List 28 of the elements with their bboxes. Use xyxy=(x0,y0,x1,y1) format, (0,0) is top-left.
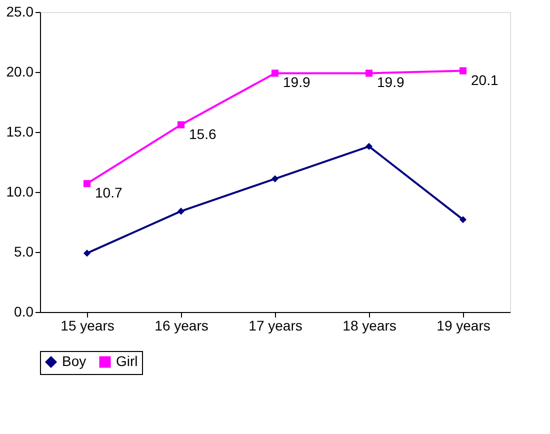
x-tick-label: 16 years xyxy=(154,318,208,334)
data-label: 19.9 xyxy=(283,74,310,90)
point xyxy=(271,175,279,182)
point xyxy=(365,142,373,150)
x-tick-label: 19 years xyxy=(436,318,490,334)
point xyxy=(459,67,467,74)
legend-label: Girl xyxy=(116,353,138,369)
y-tick-label: 10.0 xyxy=(6,184,34,200)
point xyxy=(177,121,185,128)
data-label: 10.7 xyxy=(95,184,122,201)
y-tick-label: 5.0 xyxy=(14,244,34,260)
data-label: 20.1 xyxy=(471,72,498,88)
x-tick-label: 15 years xyxy=(60,318,114,334)
point xyxy=(83,180,91,188)
y-tick-label: 0.0 xyxy=(14,304,34,320)
legend-label: Boy xyxy=(62,353,86,369)
point xyxy=(83,250,91,257)
y-tick-label: 20.0 xyxy=(6,64,34,80)
point xyxy=(365,70,373,77)
point xyxy=(177,208,185,215)
data-label: 19.9 xyxy=(377,74,404,90)
data-label: 15.6 xyxy=(189,126,216,142)
y-tick-label: 15.0 xyxy=(6,124,34,140)
point xyxy=(271,70,279,77)
x-tick-label: 17 years xyxy=(248,318,302,334)
x-tick-label: 18 years xyxy=(342,318,396,334)
point xyxy=(459,216,467,224)
y-tick-label: 25.0 xyxy=(6,4,34,20)
